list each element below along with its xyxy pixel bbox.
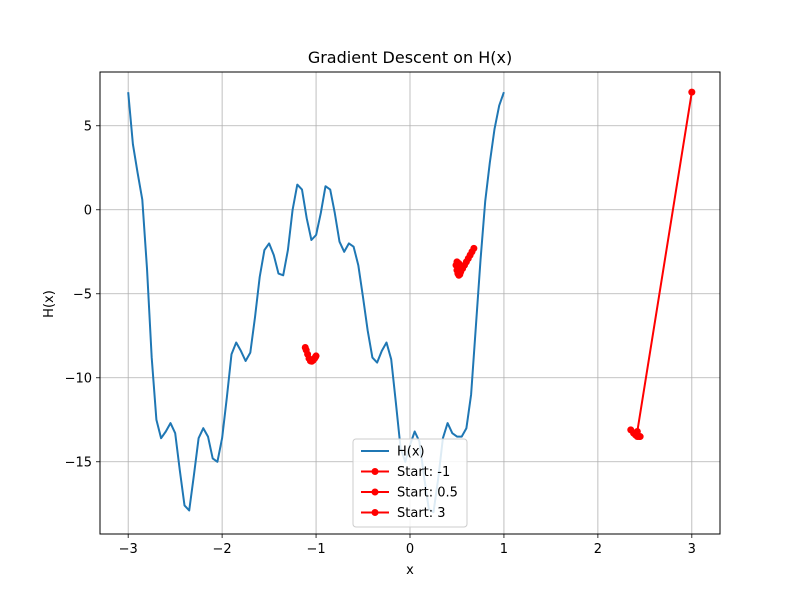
series-point <box>636 433 644 441</box>
ticks: −3 −2 −1 0 1 2 350−5−10−15 <box>65 119 696 557</box>
legend-marker <box>371 488 379 496</box>
legend-label: Start: -1 <box>397 465 450 480</box>
grid <box>100 72 720 534</box>
legend: H(x) Start: -1 Start: 0.5 Start: 3 <box>352 438 468 528</box>
legend-label: Start: 0.5 <box>397 486 458 501</box>
series-point <box>457 263 465 271</box>
x-tick-label: 0 <box>406 542 414 557</box>
y-tick-label: 5 <box>84 119 92 134</box>
series-point <box>301 344 309 352</box>
chart-title: Gradient Descent on H(x) <box>308 48 512 67</box>
x-tick-label: 2 <box>594 542 602 557</box>
x-axis-label: x <box>406 563 414 578</box>
x-tick-label: −2 <box>213 542 232 557</box>
x-tick-label: −3 <box>119 542 138 557</box>
series-layer <box>301 88 696 441</box>
series-start-2 <box>627 88 696 441</box>
y-tick-label: 0 <box>84 203 92 218</box>
legend-marker <box>371 509 379 516</box>
x-tick-label: 1 <box>500 542 508 557</box>
y-tick-label: −5 <box>73 287 92 302</box>
x-tick-label: 3 <box>688 542 696 557</box>
legend-box <box>352 438 468 528</box>
y-tick-label: −15 <box>65 455 92 470</box>
y-tick-label: −10 <box>65 371 92 386</box>
legend-label: Start: 3 <box>397 506 446 521</box>
legend-label: H(x) <box>397 445 425 460</box>
series-start-1 <box>452 244 478 279</box>
y-axis-label: H(x) <box>42 290 57 318</box>
x-tick-label: −1 <box>306 542 325 557</box>
series-point <box>688 88 696 96</box>
legend-marker <box>371 468 379 475</box>
series-start-0 <box>301 344 320 365</box>
